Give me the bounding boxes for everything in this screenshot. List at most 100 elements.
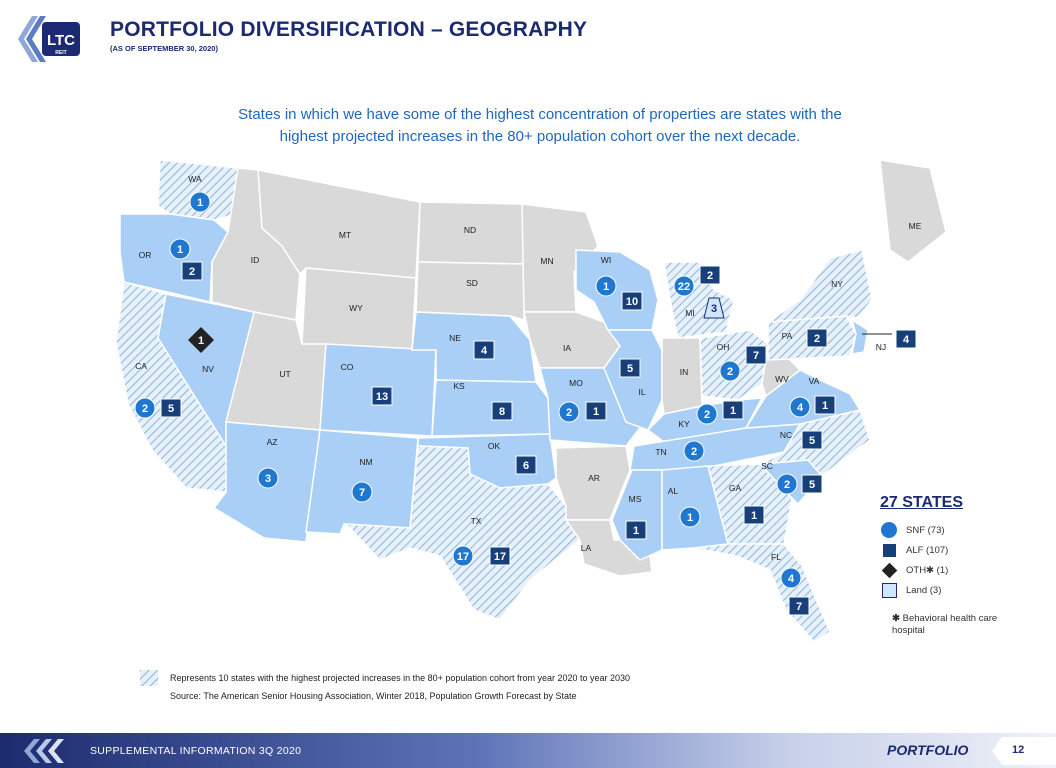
marker-value: 5 (168, 403, 174, 415)
marker-value: 2 (566, 407, 572, 419)
legend-item-snf: SNF (73) (880, 520, 1040, 540)
marker-value: 17 (457, 551, 469, 563)
marker-value: 5 (627, 363, 633, 375)
marker-alf-mi: 2 (699, 265, 721, 285)
state-label-mn: MN (540, 256, 553, 266)
marker-alf-ks: 8 (491, 401, 513, 421)
marker-alf-or: 2 (181, 261, 203, 281)
state-labels-layer: WA OR CA NV ID MT WY UT AZ CO NM ND SD NE KS OK TX MN IA MO… (135, 174, 922, 562)
legend-label: OTH✱ (1) (906, 564, 949, 576)
marker-value: 1 (751, 510, 757, 522)
marker-alf-il: 5 (619, 358, 641, 378)
marker-alf-co: 13 (371, 386, 393, 406)
state-label-la: LA (581, 543, 592, 553)
state-la (564, 519, 653, 577)
marker-value: 2 (142, 403, 148, 415)
marker-alf-tx: 17 (489, 546, 511, 566)
state-label-tx: TX (471, 516, 482, 526)
marker-value: 13 (376, 391, 388, 403)
marker-snf-ky: 2 (696, 403, 718, 425)
marker-alf-ca: 5 (160, 398, 182, 418)
state-label-id: ID (251, 255, 260, 265)
state-tx (344, 445, 581, 621)
state-label-ca: CA (135, 361, 147, 371)
marker-value: 5 (809, 479, 815, 491)
marker-snf-sc: 2 (776, 473, 798, 495)
state-ks (431, 379, 551, 437)
state-label-il: IL (638, 387, 645, 397)
marker-value: 2 (704, 409, 710, 421)
marker-value: 8 (499, 406, 505, 418)
marker-value: 2 (784, 479, 790, 491)
state-label-sd: SD (466, 278, 478, 288)
marker-value: 7 (753, 350, 759, 362)
marker-value: 4 (797, 402, 804, 414)
marker-value: 2 (814, 333, 820, 345)
marker-alf-pa: 2 (806, 328, 828, 348)
marker-value: 2 (707, 270, 713, 282)
state-label-fl: FL (771, 552, 781, 562)
page-subtitle: (AS OF SEPTEMBER 30, 2020) (110, 44, 218, 53)
marker-value: 4 (788, 573, 795, 585)
state-label-pa: PA (782, 331, 793, 341)
marker-value: 1 (177, 244, 183, 256)
marker-alf-nj: 4 (895, 329, 917, 349)
state-label-nc: NC (780, 430, 792, 440)
legend-label: SNF (73) (906, 524, 945, 536)
map-legend: 27 STATES SNF (73) ALF (107) OTH✱ (1) La… (880, 494, 1040, 600)
marker-snf-mi: 22 (673, 275, 695, 297)
marker-snf-wa: 1 (189, 191, 211, 213)
logo-subtext: REIT (55, 50, 66, 56)
snf-circle-icon (880, 522, 898, 538)
headline-text: States in which we have some of the high… (238, 106, 842, 145)
alf-square-icon (880, 542, 898, 558)
state-label-nd: ND (464, 225, 476, 235)
marker-value: 2 (189, 266, 195, 278)
marker-value: 1 (198, 335, 204, 347)
state-sd (415, 261, 525, 321)
marker-snf-fl: 4 (780, 567, 802, 589)
state-label-ne: NE (449, 333, 461, 343)
marker-alf-ne: 4 (473, 340, 495, 360)
marker-value: 6 (523, 460, 529, 472)
state-label-me: ME (909, 221, 922, 231)
state-label-ut: UT (279, 369, 290, 379)
state-label-va: VA (809, 376, 820, 386)
state-label-az: AZ (267, 437, 278, 447)
state-ny (765, 249, 873, 323)
marker-value: 1 (730, 405, 736, 417)
state-label-ny: NY (831, 279, 843, 289)
marker-value: 10 (626, 296, 638, 308)
footnote-text: Behavioral health care hospital (892, 613, 998, 636)
state-label-tn: TN (655, 447, 666, 457)
state-mi (663, 261, 735, 339)
ltc-reit-logo: LTC REIT (18, 16, 80, 62)
state-me (879, 159, 947, 263)
state-label-mt: MT (339, 230, 351, 240)
marker-snf-va: 4 (789, 396, 811, 418)
marker-value: 1 (197, 197, 203, 209)
marker-value: 1 (593, 406, 599, 418)
marker-value: 3 (711, 303, 717, 315)
state-label-ms: MS (629, 494, 642, 504)
hatch-legend-swatch (140, 670, 158, 686)
legend-item-land: Land (3) (880, 580, 1040, 600)
marker-value: 22 (678, 281, 690, 293)
marker-value: 17 (494, 551, 506, 563)
marker-snf-al: 1 (679, 506, 701, 528)
footer-chevron-icon (24, 739, 64, 763)
page-number: 12 (1012, 744, 1025, 756)
state-label-nm: NM (359, 457, 372, 467)
state-label-ky: KY (678, 419, 690, 429)
marker-alf-fl: 7 (788, 596, 810, 616)
marker-snf-mo: 2 (558, 401, 580, 423)
marker-value: 7 (359, 487, 365, 499)
state-label-wa: WA (188, 174, 202, 184)
marker-value: 3 (265, 473, 271, 485)
state-label-in: IN (680, 367, 689, 377)
state-label-al: AL (668, 486, 679, 496)
marker-value: 2 (691, 446, 697, 458)
state-label-sc: SC (761, 461, 773, 471)
marker-alf-mo: 1 (585, 401, 607, 421)
